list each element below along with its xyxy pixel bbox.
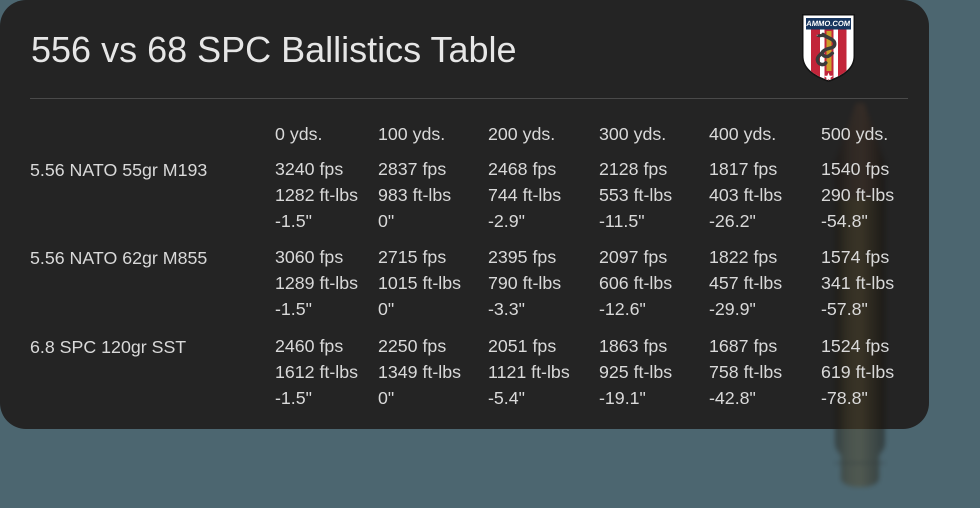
svg-text:AMMO.COM: AMMO.COM xyxy=(806,19,851,28)
